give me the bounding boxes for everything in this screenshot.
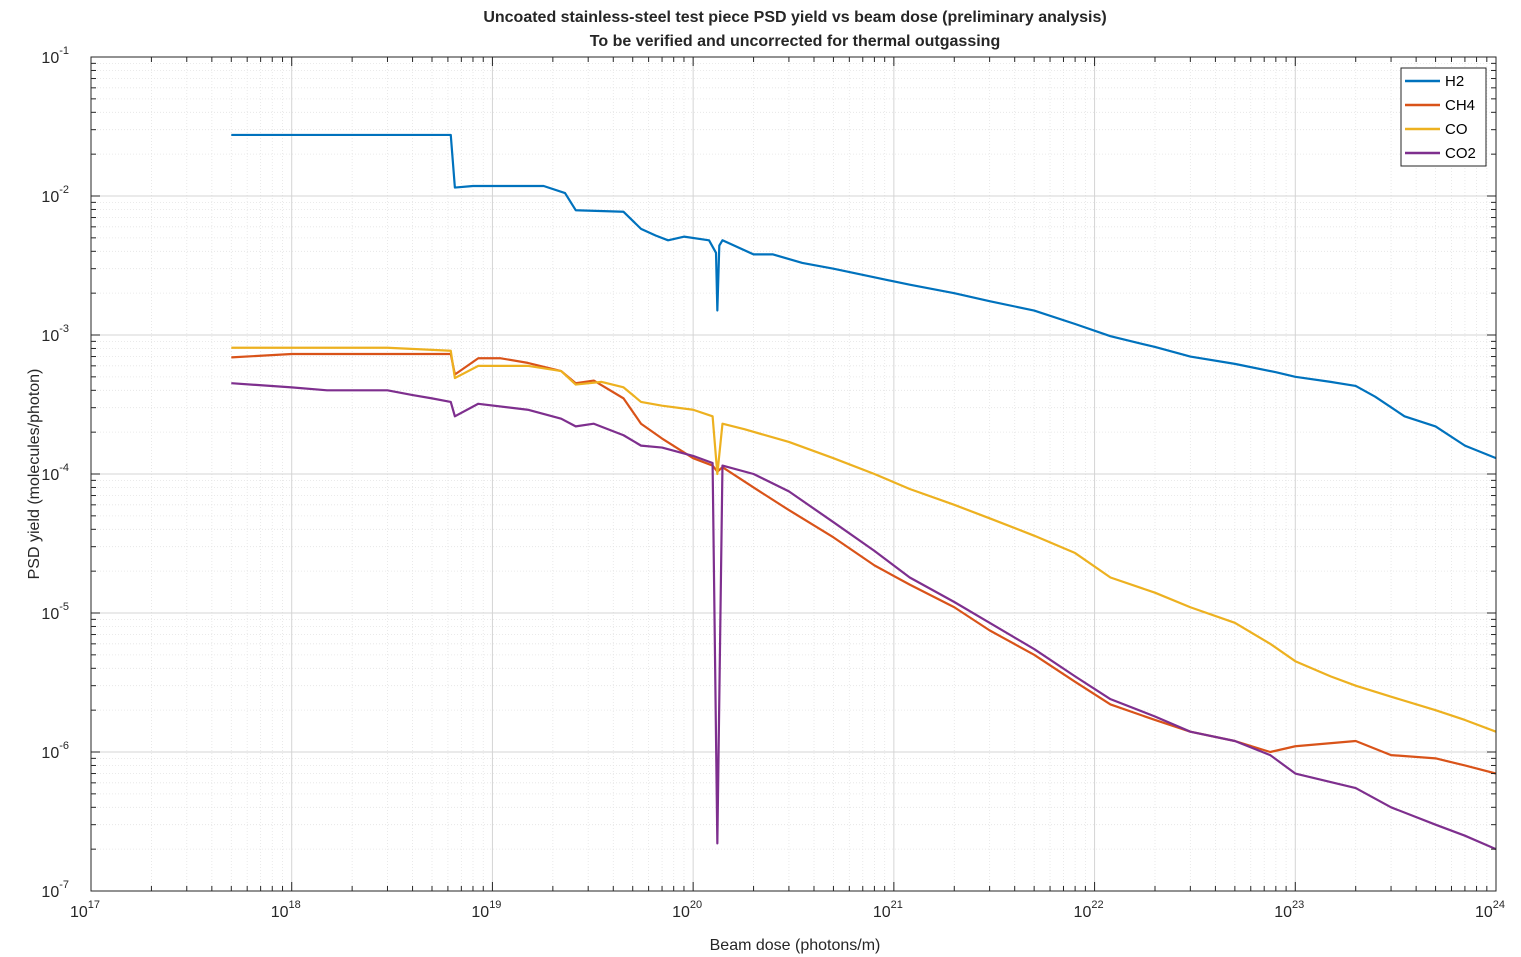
x-tick-label: 1020 (672, 899, 702, 921)
series-line-co2 (231, 382, 1496, 851)
y-tick-label: 10-7 (41, 879, 69, 901)
x-tick-label: 1023 (1274, 899, 1304, 921)
series-line-co (231, 346, 1496, 733)
x-tick-label: 1022 (1074, 899, 1104, 921)
axis-ticks (90, 56, 1497, 892)
legend-label-h2: H2 (1445, 73, 1464, 90)
x-tick-label: 1021 (873, 899, 903, 921)
y-tick-label: 10-2 (41, 184, 69, 206)
series-group (231, 133, 1496, 851)
chart-subtitle: To be verified and uncorrected for therm… (590, 33, 1000, 50)
series-line-h2 (231, 133, 1496, 460)
x-tick-labels: 1017 1018 1019 1020 1021 1022 1023 1024 (70, 899, 1505, 921)
y-tick-label: 10-1 (41, 45, 69, 67)
legend-label-ch4: CH4 (1445, 97, 1475, 114)
legend-label-co2: CO2 (1445, 145, 1476, 162)
y-tick-label: 10-6 (41, 740, 69, 762)
legend-label-co: CO (1445, 121, 1468, 138)
plot-area (90, 56, 1497, 892)
y-axis-label: PSD yield (molecules/photon) (26, 369, 43, 580)
y-tick-labels: 10-7 10-6 10-5 10-4 10-3 10-2 10-1 (41, 45, 69, 901)
y-tick-label: 10-5 (41, 601, 69, 623)
y-tick-label: 10-3 (41, 323, 69, 345)
x-tick-label: 1019 (471, 899, 501, 921)
legend: H2 CH4 CO CO2 (1400, 67, 1487, 167)
x-tick-label: 1024 (1475, 899, 1505, 921)
chart-title: Uncoated stainless-steel test piece PSD … (483, 9, 1106, 26)
y-tick-label: 10-4 (41, 462, 69, 484)
plot-frame (90, 56, 1497, 892)
series-line-ch4 (231, 352, 1496, 775)
x-tick-label: 1017 (70, 899, 100, 921)
x-axis-label: Beam dose (photons/m) (710, 937, 881, 954)
x-tick-label: 1018 (271, 899, 301, 921)
legend-box (1400, 67, 1487, 167)
